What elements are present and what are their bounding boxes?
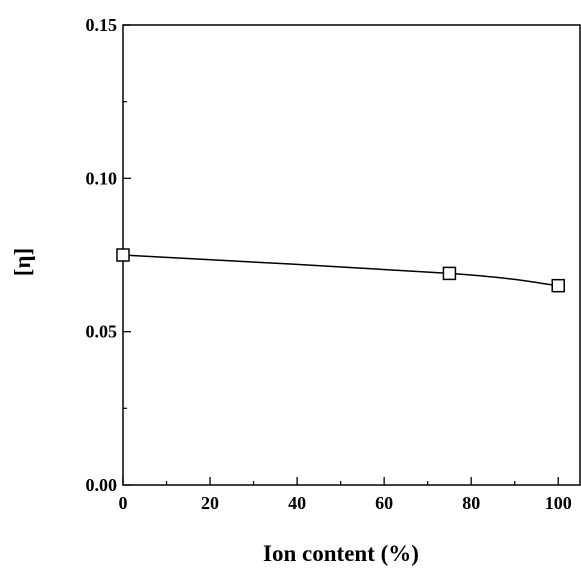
plot-frame — [122, 24, 581, 486]
series — [116, 248, 565, 293]
x-tick-label: 20 — [201, 493, 219, 513]
y-tick-labels: 0.00 0.05 0.10 0.15 — [86, 15, 118, 495]
x-tick-label: 60 — [375, 493, 393, 513]
y-tick-label: 0.15 — [86, 15, 118, 35]
y-axis-title: [η] — [10, 248, 35, 276]
data-point-marker — [551, 278, 565, 293]
y-tick-label: 0.10 — [86, 168, 118, 188]
x-tick-label: 80 — [462, 493, 480, 513]
series-line — [122, 254, 559, 287]
x-tick-label: 100 — [545, 493, 572, 513]
data-point-marker — [442, 266, 457, 281]
x-tick-label: 0 — [119, 493, 128, 513]
x-tick-label: 40 — [288, 493, 306, 513]
y-tick-label: 0.00 — [86, 475, 118, 495]
axis-ticks — [122, 24, 559, 486]
data-point-marker — [116, 248, 130, 262]
x-axis-title: Ion content (%) — [263, 541, 419, 566]
y-tick-label: 0.05 — [86, 322, 118, 342]
x-tick-labels: 0 20 40 60 80 100 — [119, 493, 572, 513]
